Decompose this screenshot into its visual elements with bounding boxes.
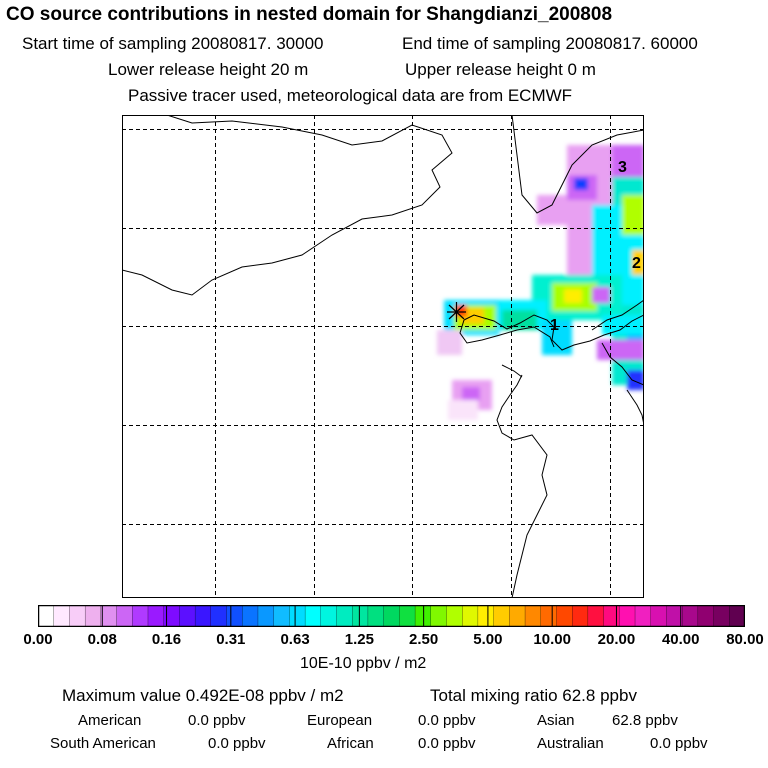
max-value: Maximum value 0.492E-08 ppbv / m2	[62, 686, 344, 705]
coastlines	[122, 115, 644, 598]
colorbar-tick-label: 0.16	[151, 631, 182, 648]
european-label: European	[307, 712, 373, 729]
colorbar-swatch	[100, 605, 118, 627]
colorbar-swatch	[587, 605, 605, 627]
colorbar-swatch	[273, 605, 291, 627]
total-mixing-ratio: Total mixing ratio 62.8 ppbv	[430, 686, 637, 705]
colorbar-tick-label: 10.00	[533, 631, 571, 648]
colorbar-swatch	[556, 605, 573, 627]
colorbar-swatch	[682, 605, 699, 627]
colorbar-swatch	[619, 605, 636, 627]
colorbar-swatch	[462, 605, 479, 627]
colorbar-swatch	[493, 605, 510, 627]
asian-value: 62.8 ppbv	[612, 712, 678, 729]
colorbar-swatch	[540, 605, 558, 627]
american-label: American	[78, 712, 142, 729]
colorbar-swatch	[729, 605, 745, 627]
asian-label: Asian	[537, 712, 575, 729]
colorbar-swatch	[650, 605, 668, 627]
lower-release-label: Lower release height 20 m	[108, 60, 309, 79]
australian-label: Australian	[537, 735, 604, 752]
colorbar-swatch	[194, 605, 212, 627]
colorbar-swatch	[147, 605, 165, 627]
colorbar-swatch	[446, 605, 463, 627]
colorbar-swatch	[336, 605, 353, 627]
colorbar-swatch	[666, 605, 683, 627]
colorbar-swatch	[697, 605, 715, 627]
colorbar-tick-label: 80.00	[726, 631, 764, 648]
colorbar-swatch	[713, 605, 730, 627]
colorbar-swatch	[509, 605, 526, 627]
concentration-plume	[437, 145, 644, 420]
end-time-label: End time of sampling 20080817. 60000	[402, 34, 698, 53]
colorbar-tick-label: 20.00	[597, 631, 636, 648]
colorbar-tick-label: 0.08	[87, 631, 117, 648]
colorbar-swatch	[352, 605, 369, 627]
receptor-star-icon	[447, 302, 466, 322]
american-value: 0.0 ppbv	[188, 712, 246, 729]
marker-label-2: 2	[632, 255, 641, 272]
colorbar-swatch	[430, 605, 448, 627]
colorbar-swatch	[477, 605, 495, 627]
colorbar-swatch	[383, 605, 401, 627]
colorbar-swatch	[367, 605, 385, 627]
start-time-label: Start time of sampling 20080817. 30000	[22, 34, 324, 53]
colorbar-swatch	[320, 605, 338, 627]
colorbar-swatch	[572, 605, 589, 627]
colorbar-swatch	[603, 605, 620, 627]
colorbar-swatch	[210, 605, 228, 627]
south-american-value: 0.0 ppbv	[208, 735, 266, 752]
colorbar-swatch	[132, 605, 149, 627]
colorbar-swatch	[179, 605, 196, 627]
colorbar-swatch	[53, 605, 71, 627]
marker-label-3: 3	[618, 159, 627, 176]
australian-value: 0.0 ppbv	[650, 735, 708, 752]
map-frame	[122, 115, 644, 598]
colorbar-swatch	[69, 605, 86, 627]
colorbar-swatch	[116, 605, 133, 627]
tracer-note: Passive tracer used, meteorological data…	[128, 86, 573, 105]
graticule	[122, 115, 644, 598]
african-label: African	[327, 735, 374, 752]
colorbar-tick-label: 0.31	[216, 631, 246, 648]
colorbar-swatch	[289, 605, 306, 627]
colorbar-swatch	[399, 605, 416, 627]
colorbar-tick-label: 0.00	[23, 631, 53, 648]
colorbar-swatch	[304, 605, 322, 627]
african-value: 0.0 ppbv	[418, 735, 476, 752]
european-value: 0.0 ppbv	[418, 712, 476, 729]
colorbar-swatch	[38, 605, 55, 627]
colorbar-swatch	[84, 605, 102, 627]
colorbar	[38, 605, 745, 627]
colorbar-swatch	[634, 605, 652, 627]
colorbar-swatch	[242, 605, 259, 627]
south-american-label: South American	[50, 735, 156, 752]
footprint-map: 1 2 3	[122, 115, 644, 598]
colorbar-swatch	[524, 605, 542, 627]
upper-release-label: Upper release height 0 m	[405, 60, 596, 79]
colorbar-swatch	[257, 605, 275, 627]
marker-label-1: 1	[550, 317, 559, 334]
colorbar-tick-label: 1.25	[344, 631, 374, 648]
colorbar-unit: 10E-10 ppbv / m2	[300, 655, 427, 672]
page-title: CO source contributions in nested domain…	[6, 4, 613, 25]
colorbar-tick-label: 5.00	[473, 631, 503, 648]
colorbar-tick-label: 0.63	[280, 631, 310, 648]
colorbar-tick-label: 2.50	[409, 631, 439, 648]
colorbar-swatch	[226, 605, 243, 627]
colorbar-tick-label: 40.00	[661, 631, 700, 648]
